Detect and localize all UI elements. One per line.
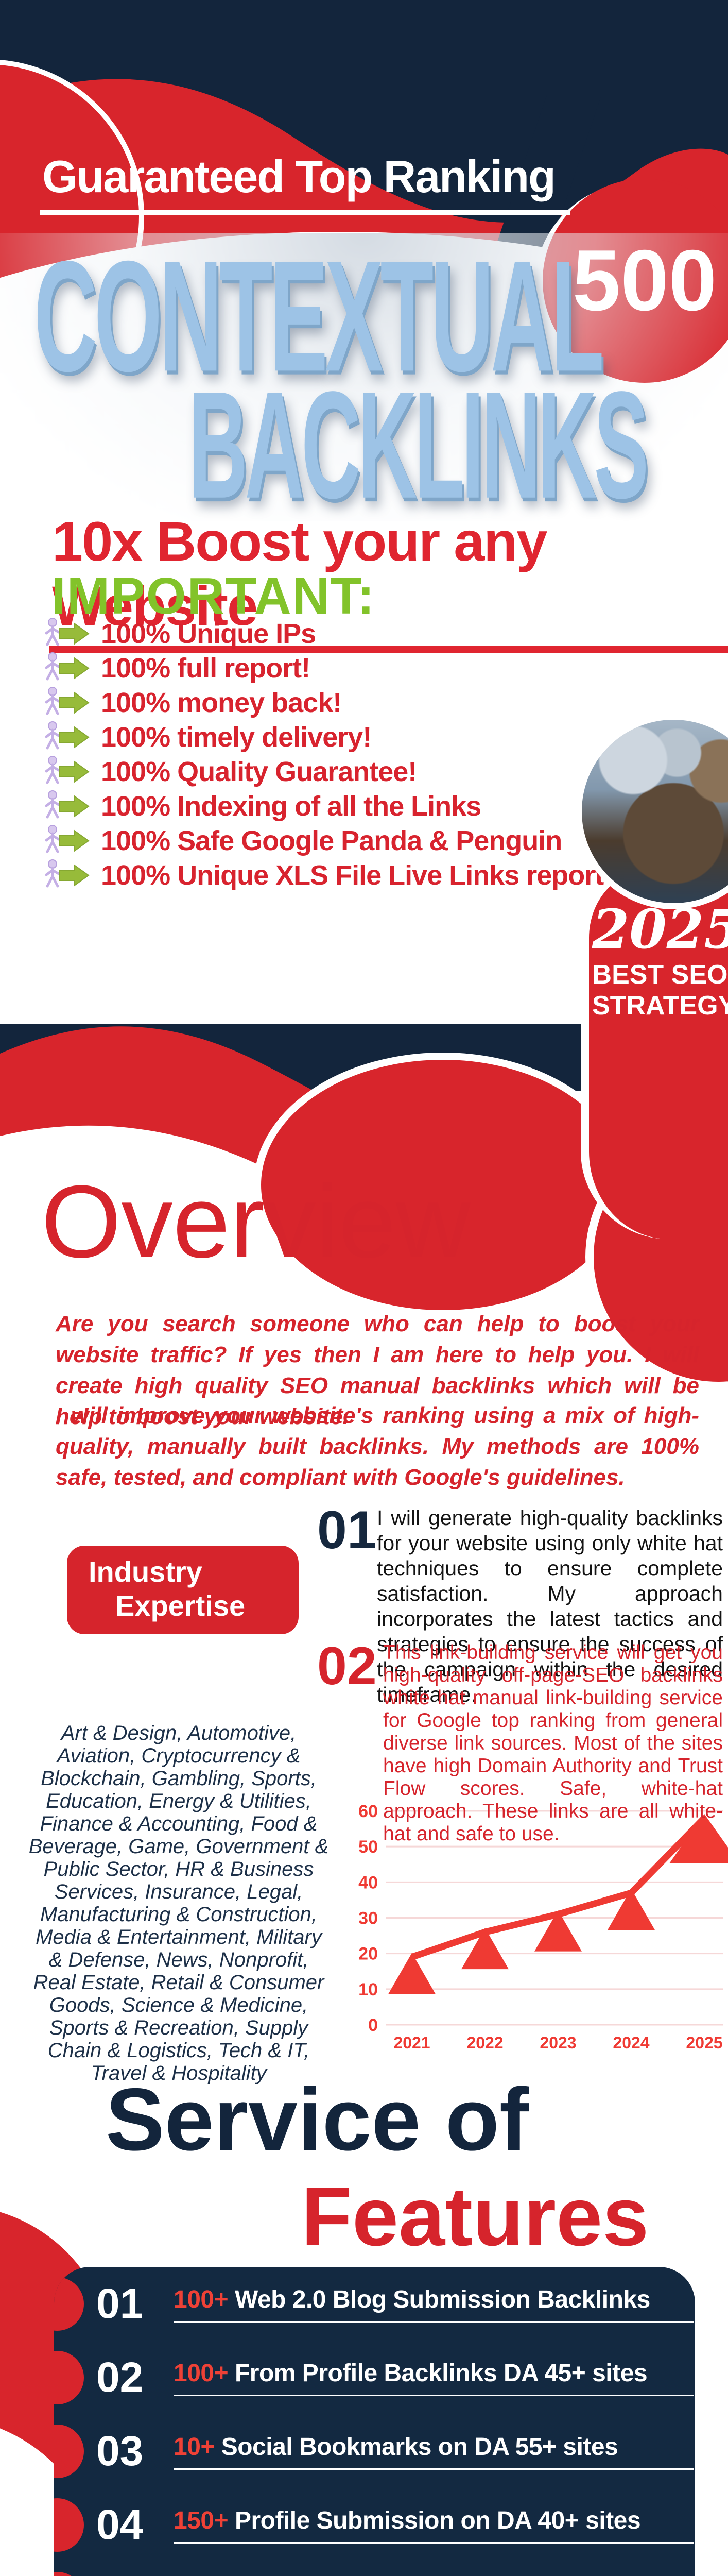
hero-ribbon-label: Guaranteed Top Ranking xyxy=(42,151,556,202)
svg-text:40: 40 xyxy=(358,1873,378,1892)
hero-subtitle: 10x Boost your any Website xyxy=(49,509,728,653)
feature-row: 02 100+ From Profile Backlinks DA 45+ si… xyxy=(54,2341,695,2414)
overview-title: Overview xyxy=(41,1164,471,1279)
important-item: 100% Unique IPs xyxy=(44,616,611,651)
important-item-text: 100% Quality Guarantee! xyxy=(101,756,417,787)
feature-number: 05 xyxy=(96,2574,174,2576)
important-item: 100% money back! xyxy=(44,685,611,720)
feature-label: From Profile Backlinks DA 45+ sites xyxy=(228,2359,648,2387)
industry-box-line2: Expertise xyxy=(115,1589,246,1622)
figure-arrow-icon xyxy=(45,652,90,680)
figure-arrow-icon xyxy=(45,790,90,818)
red-bump-icon xyxy=(54,2571,84,2576)
strategy-line1: BEST SEO xyxy=(592,960,728,990)
red-bump-icon xyxy=(54,2350,84,2404)
figure-arrow-icon xyxy=(45,686,90,715)
svg-text:2021: 2021 xyxy=(393,2033,430,2052)
important-item-text: 100% timely delivery! xyxy=(101,721,372,753)
point-01-text: I will generate high-quality backlinks f… xyxy=(377,1506,723,1706)
important-item: 100% Indexing of all the Links xyxy=(44,789,611,823)
feature-count: 100+ xyxy=(174,2359,229,2387)
main-title-contextual: CONTEXTUAL xyxy=(34,229,604,405)
red-bump-icon xyxy=(54,2424,84,2478)
feature-number: 04 xyxy=(96,2501,144,2548)
svg-text:2024: 2024 xyxy=(613,2033,649,2052)
industry-box-line1: Industry xyxy=(89,1555,202,1588)
overview-paragraph-2: I will improve your website's ranking us… xyxy=(56,1403,699,1490)
main-title-backlinks: BACKLINKS xyxy=(188,359,649,530)
svg-text:30: 30 xyxy=(358,1909,378,1928)
figure-arrow-icon xyxy=(45,617,90,646)
features-title-part1: Service of xyxy=(106,2070,529,2169)
hero-ribbon: Guaranteed Top Ranking xyxy=(40,150,570,215)
feature-row: 03 10+ Social Bookmarks on DA 55+ sites xyxy=(54,2414,695,2488)
svg-text:2022: 2022 xyxy=(466,2033,503,2052)
important-item: 100% Safe Google Panda & Penguin xyxy=(44,823,611,858)
point-01-number: 01 xyxy=(317,1500,377,1560)
feature-text: 100+ Web 2.0 Blog Submission Backlinks xyxy=(174,2285,694,2323)
feature-text: 150+ Profile Submission on DA 40+ sites xyxy=(174,2506,694,2544)
red-bump-icon xyxy=(54,2498,84,2552)
svg-text:2023: 2023 xyxy=(540,2033,576,2052)
feature-number: 01 xyxy=(96,2280,144,2327)
feature-number: 02 xyxy=(96,2353,144,2401)
industry-expertise-box: Industry Expertise xyxy=(67,1546,299,1634)
figure-arrow-icon xyxy=(45,824,90,853)
svg-text:50: 50 xyxy=(358,1837,378,1857)
industries-list: Art & Design, Automotive, Aviation, Cryp… xyxy=(28,1722,329,2084)
feature-row: 05 100+ Wi-ki Backlinks DA 40+ sites xyxy=(54,2562,695,2576)
year-badge: 2025 xyxy=(592,897,728,961)
feature-text: 10+ Social Bookmarks on DA 55+ sites xyxy=(174,2433,694,2470)
feature-count: 100+ xyxy=(174,2285,229,2313)
important-item-text: 100% Unique IPs xyxy=(101,618,316,649)
feature-row: 04 150+ Profile Submission on DA 40+ sit… xyxy=(54,2488,695,2562)
feature-count: 10+ xyxy=(174,2433,215,2461)
point-02-number: 02 xyxy=(317,1636,377,1696)
important-list: 100% Unique IPs 100% full report! 100% m… xyxy=(44,616,611,892)
hero-gray-glow xyxy=(0,233,728,521)
feature-row: 01 100+ Web 2.0 Blog Submission Backlink… xyxy=(54,2267,695,2341)
figure-arrow-icon xyxy=(45,755,90,784)
feature-text: 100+ From Profile Backlinks DA 45+ sites xyxy=(174,2359,694,2396)
svg-text:10: 10 xyxy=(358,1980,378,1999)
feature-label: Web 2.0 Blog Submission Backlinks xyxy=(228,2285,650,2313)
growth-chart: 0 10 20 30 40 50 60 2021 2022 2023 2024 2025 xyxy=(358,1802,728,2052)
figure-arrow-icon xyxy=(45,859,90,887)
feature-label: Social Bookmarks on DA 55+ sites xyxy=(214,2433,618,2461)
important-heading: IMPORTANT: xyxy=(51,567,376,625)
feature-count: 150+ xyxy=(174,2506,229,2534)
overview-paragraph-1: Are you search someone who can help to b… xyxy=(56,1311,699,1429)
important-item-text: 100% Indexing of all the Links xyxy=(101,790,481,822)
strategy-line2: STRATEGY xyxy=(592,991,728,1021)
svg-text:20: 20 xyxy=(358,1944,378,1964)
badge-500: 500 xyxy=(572,232,717,329)
svg-text:0: 0 xyxy=(368,2015,378,2035)
red-bump-icon xyxy=(54,2277,84,2331)
features-title-part2: Features xyxy=(301,2170,649,2263)
important-item: 100% Quality Guarantee! xyxy=(44,754,611,789)
feature-number: 03 xyxy=(96,2427,144,2475)
point-02-text: This link-building service will get you … xyxy=(383,1641,723,1845)
figure-arrow-icon xyxy=(45,721,90,749)
important-item-text: 100% money back! xyxy=(101,687,342,718)
important-item: 100% full report! xyxy=(44,651,611,685)
svg-text:60: 60 xyxy=(358,1802,378,1821)
features-box: 01 100+ Web 2.0 Blog Submission Backlink… xyxy=(54,2267,695,2576)
important-item-text: 100% Unique XLS File Live Links report xyxy=(101,859,604,891)
strategy-ribbon xyxy=(581,871,728,1239)
important-item: 100% timely delivery! xyxy=(44,720,611,754)
feature-label: Profile Submission on DA 40+ sites xyxy=(228,2506,641,2534)
svg-text:2025: 2025 xyxy=(686,2033,722,2052)
important-item: 100% Unique XLS File Live Links report xyxy=(44,858,611,892)
important-item-text: 100% full report! xyxy=(101,652,310,684)
important-item-text: 100% Safe Google Panda & Penguin xyxy=(101,825,562,856)
